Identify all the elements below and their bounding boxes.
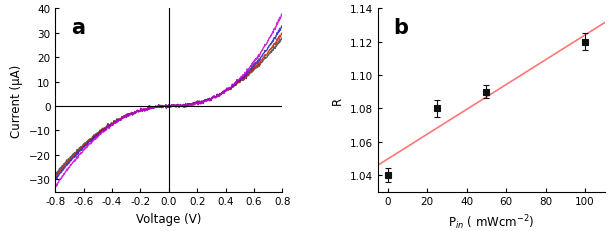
X-axis label: P$_{in}$ ( mWcm$^{-2}$): P$_{in}$ ( mWcm$^{-2}$) [448,212,534,231]
X-axis label: Voltage (V): Voltage (V) [136,212,201,225]
Y-axis label: R: R [331,96,344,105]
Y-axis label: Current (μA): Current (μA) [10,64,23,137]
Text: b: b [394,18,408,38]
Text: a: a [71,18,85,38]
